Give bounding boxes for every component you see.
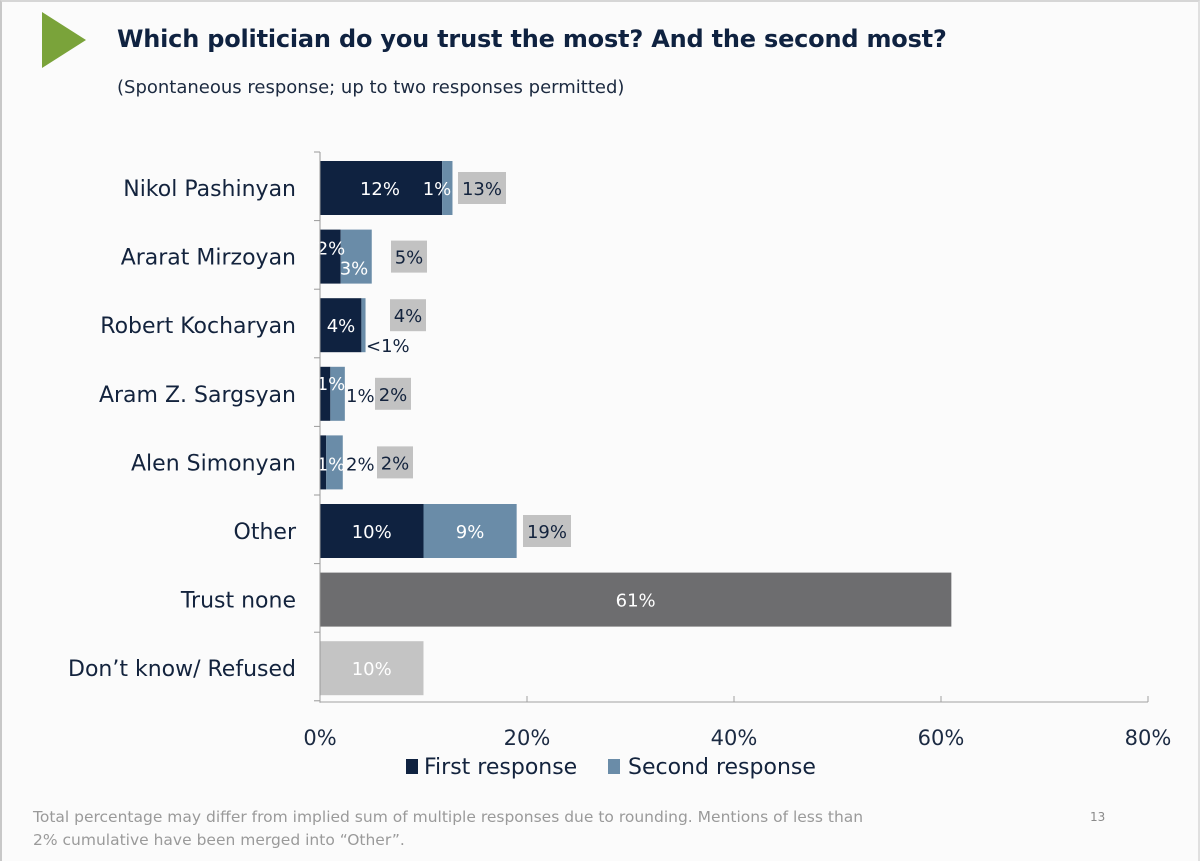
category-label: Alen Simonyan <box>131 451 296 476</box>
bar-second-response <box>340 229 372 284</box>
data-label-first: 10% <box>352 522 392 543</box>
total-label: 2% <box>379 385 408 406</box>
category-label: Aram Z. Sargsyan <box>99 383 296 408</box>
legend-label-first: First response <box>424 755 577 780</box>
data-label: 61% <box>616 591 656 612</box>
category-label: Other <box>234 520 297 545</box>
page-number: 13 <box>1090 810 1106 824</box>
x-tick-label: 20% <box>504 726 551 750</box>
bar-chart: Nikol Pashinyan Ararat Mirzoyan Robert Koc… <box>68 151 1172 780</box>
category-label: Don’t know/ Refused <box>68 657 296 682</box>
legend-swatch-second <box>608 759 620 774</box>
x-tick-label: 60% <box>918 726 965 750</box>
total-label: 19% <box>527 522 567 543</box>
data-label-first: 12% <box>360 179 400 200</box>
bar-single <box>320 572 952 627</box>
play-arrow-icon <box>42 12 86 68</box>
data-label: 10% <box>352 659 392 680</box>
category-label: Ararat Mirzoyan <box>121 246 296 271</box>
bar-single <box>320 641 424 696</box>
total-label: 4% <box>394 306 423 327</box>
x-tick-label: 0% <box>303 726 336 750</box>
bar-first-response <box>320 435 327 490</box>
total-box <box>458 172 506 204</box>
page-title: Which politician do you trust the most? … <box>117 25 947 53</box>
bar-first-response <box>320 298 362 353</box>
legend-label-second: Second response <box>628 755 816 780</box>
category-label: Trust none <box>180 589 296 614</box>
x-tick-label: 40% <box>711 726 758 750</box>
data-label-second: 2% <box>346 454 375 475</box>
category-label: Nikol Pashinyan <box>123 177 296 202</box>
data-label-second: 9% <box>456 522 485 543</box>
data-label-first: 2% <box>317 239 346 260</box>
category-label: Robert Kocharyan <box>100 314 296 339</box>
x-tick-label: 80% <box>1125 726 1172 750</box>
bar-second-response <box>442 161 453 215</box>
total-box <box>391 240 427 273</box>
total-label: 2% <box>381 453 410 474</box>
footnote: Total percentage may differ from implied… <box>33 806 1013 852</box>
total-box <box>390 299 426 332</box>
data-label-first: 1% <box>317 454 346 475</box>
data-label-first: 4% <box>327 316 356 337</box>
footnote-line-1: Total percentage may differ from implied… <box>33 808 864 826</box>
bar-second-response <box>423 504 517 558</box>
data-label-second: 1% <box>423 179 452 200</box>
total-label: 13% <box>462 179 502 200</box>
total-box <box>523 515 571 547</box>
data-label-second: <1% <box>366 336 410 357</box>
total-box <box>377 446 413 479</box>
data-label-first: 1% <box>317 374 346 395</box>
data-label-second: 1% <box>346 386 375 407</box>
bar-second-response <box>326 435 343 490</box>
bar-second-response <box>361 298 366 353</box>
footnote-line-2: 2% cumulative have been merged into “Oth… <box>33 831 405 849</box>
data-label-second: 3% <box>340 259 369 280</box>
total-box <box>375 377 411 410</box>
bar-first-response <box>320 366 331 421</box>
bar-second-response <box>330 366 345 421</box>
legend-swatch-first <box>406 759 418 774</box>
bar-first-response <box>320 229 341 284</box>
bar-first-response <box>320 504 424 558</box>
total-label: 5% <box>395 248 424 269</box>
page-subtitle: (Spontaneous response; up to two respons… <box>117 77 625 98</box>
bar-first-response <box>320 161 443 215</box>
